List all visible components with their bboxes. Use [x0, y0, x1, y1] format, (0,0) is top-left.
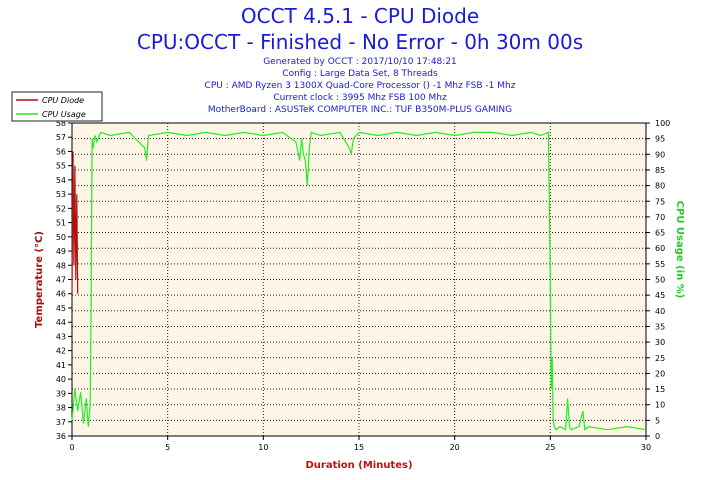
- x-tick-label: 30: [641, 443, 651, 452]
- config-info: Config : Large Data Set, 8 Threads: [282, 69, 438, 79]
- y-left-tick-label: 37: [56, 418, 66, 427]
- y-right-tick-label: 0: [655, 432, 660, 441]
- y-left-tick-label: 45: [56, 304, 66, 313]
- y-right-tick-label: 90: [655, 150, 665, 159]
- y-left-tick-label: 58: [56, 119, 66, 128]
- y-right-tick-label: 75: [655, 197, 665, 206]
- chart-title: OCCT 4.5.1 - CPU Diode: [240, 4, 480, 28]
- y-left-tick-label: 38: [56, 404, 66, 413]
- generated-info: Generated by OCCT : 2017/10/10 17:48:21: [263, 57, 457, 67]
- y-right-tick-label: 20: [655, 369, 665, 378]
- y-right-tick-label: 40: [655, 307, 665, 316]
- x-tick-label: 25: [545, 443, 555, 452]
- y-left-tick-label: 56: [56, 147, 66, 156]
- y-left-tick-label: 57: [56, 133, 66, 142]
- y-right-tick-label: 45: [655, 291, 665, 300]
- x-tick-label: 5: [165, 443, 170, 452]
- y-left-tick-label: 46: [56, 290, 66, 299]
- y-left-tick-label: 47: [56, 276, 66, 285]
- motherboard-info: MotherBoard : ASUSTeK COMPUTER INC.: TUF…: [207, 105, 513, 115]
- y-right-tick-label: 15: [655, 385, 665, 394]
- y-right-tick-label: 25: [655, 354, 665, 363]
- y-left-tick-label: 43: [56, 332, 66, 341]
- y-right-tick-label: 85: [655, 166, 665, 175]
- legend-box: [11, 91, 103, 122]
- y-left-tick-label: 53: [56, 190, 66, 199]
- y-left-tick-label: 48: [56, 261, 66, 270]
- y-left-tick-label: 39: [56, 389, 66, 398]
- chart-subtitle: CPU:OCCT - Finished - No Error - 0h 30m …: [136, 30, 584, 54]
- cpu-usage-series-line: [71, 131, 647, 431]
- cpu-diode-series-line: [71, 151, 79, 294]
- y-left-tick-label: 50: [56, 233, 66, 242]
- y-right-tick-label: 95: [655, 135, 665, 144]
- y-right-tick-label: 60: [655, 244, 665, 253]
- y-right-tick-label: 5: [655, 416, 660, 425]
- y-right-tick-label: 100: [655, 119, 670, 128]
- y-left-tick-label: 41: [56, 361, 66, 370]
- y-left-tick-label: 40: [56, 375, 66, 384]
- x-tick-label: 20: [450, 443, 460, 452]
- y-left-tick-label: 54: [56, 176, 66, 185]
- y-right-tick-label: 30: [655, 338, 665, 347]
- y-right-axis-label: CPU Usage (in %): [674, 201, 685, 299]
- y-left-tick-label: 49: [56, 247, 66, 256]
- cpu-info: CPU : AMD Ryzen 3 1300X Quad-Core Proces…: [204, 81, 516, 91]
- x-tick-label: 10: [258, 443, 268, 452]
- legend-label: CPU Diode: [42, 96, 84, 105]
- x-tick-label: 0: [69, 443, 74, 452]
- y-left-tick-label: 55: [56, 162, 66, 171]
- y-right-tick-label: 35: [655, 322, 665, 331]
- y-right-tick-label: 65: [655, 229, 665, 238]
- y-left-tick-label: 42: [56, 347, 66, 356]
- legend-label: CPU Usage: [42, 110, 86, 119]
- y-left-tick-label: 36: [56, 432, 66, 441]
- y-right-tick-label: 80: [655, 182, 665, 191]
- y-right-tick-label: 50: [655, 276, 665, 285]
- y-left-axis-label: Temperature (°C): [34, 231, 45, 328]
- y-right-tick-label: 10: [655, 401, 665, 410]
- y-left-tick-label: 52: [56, 204, 66, 213]
- x-tick-label: 15: [354, 443, 364, 452]
- y-right-tick-label: 55: [655, 260, 665, 269]
- y-left-tick-label: 44: [56, 318, 66, 327]
- clock-info: Current clock : 3995 Mhz FSB 100 Mhz: [273, 93, 447, 103]
- y-left-tick-label: 51: [56, 219, 66, 228]
- x-axis-label: Duration (Minutes): [305, 460, 412, 471]
- y-right-tick-label: 70: [655, 213, 665, 222]
